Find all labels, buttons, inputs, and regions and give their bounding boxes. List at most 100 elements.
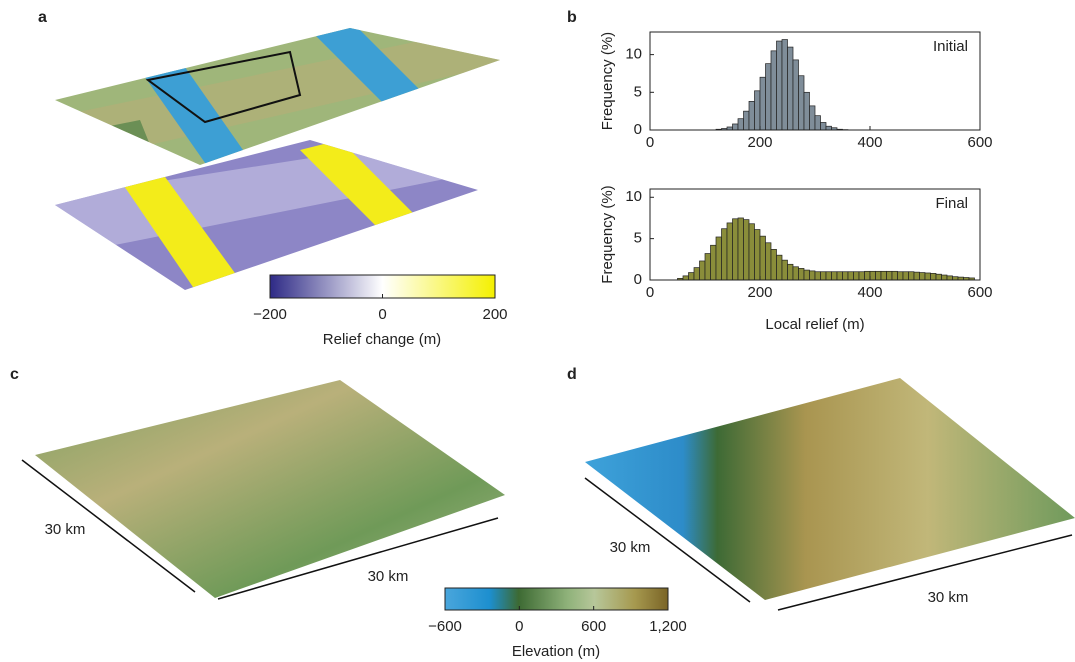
bar	[682, 275, 689, 281]
x-tick-label: 400	[857, 284, 882, 301]
bar	[765, 242, 772, 281]
bar	[754, 90, 761, 131]
terrain-d	[585, 378, 1075, 600]
bar	[699, 260, 706, 281]
y-axis-label: Frequency (%)	[599, 32, 616, 130]
bar	[765, 63, 772, 131]
colorbar-tick-label: 0	[515, 618, 523, 635]
x-tick-label: 400	[857, 134, 882, 151]
y-tick-label: 10	[625, 188, 642, 205]
bar	[743, 219, 750, 281]
bar	[792, 59, 799, 131]
bar	[946, 275, 953, 281]
y-tick-label: 10	[625, 46, 642, 63]
bar	[748, 101, 755, 131]
y-tick-label: 0	[634, 271, 642, 288]
bar	[908, 271, 915, 281]
scale-label: 30 km	[368, 568, 409, 585]
scale-label: 30 km	[610, 539, 651, 556]
colorbar-label: Relief change (m)	[323, 331, 441, 348]
bar	[864, 270, 871, 281]
bar	[792, 266, 799, 281]
colorbar-label: Elevation (m)	[512, 643, 600, 660]
bar	[825, 271, 832, 281]
selection-box	[145, 50, 302, 124]
colorbar-tick-label: −200	[253, 306, 287, 323]
bar	[853, 271, 860, 281]
bar	[924, 272, 931, 281]
annotation: Final	[935, 195, 968, 212]
bar	[754, 229, 761, 281]
x-tick-label: 0	[646, 134, 654, 151]
bar	[704, 253, 711, 281]
bar	[902, 271, 909, 281]
bar	[836, 271, 843, 281]
bar	[759, 76, 766, 131]
bar	[710, 244, 717, 281]
x-axis-label: Local relief (m)	[765, 316, 864, 333]
bar	[798, 75, 805, 131]
bar	[715, 236, 722, 281]
bar	[941, 274, 948, 281]
x-tick-label: 200	[747, 284, 772, 301]
bar	[759, 235, 766, 281]
panel-label: c	[10, 366, 19, 383]
scale-label: 30 km	[928, 589, 969, 606]
bar	[770, 249, 777, 281]
colorbar-tick-label: 200	[482, 306, 507, 323]
scale-label: 30 km	[45, 521, 86, 538]
colorbar-tick-label: 1,200	[649, 618, 687, 635]
bar	[886, 270, 893, 281]
bar	[688, 272, 695, 281]
y-tick-label: 5	[634, 230, 642, 247]
scale-arrows	[21, 459, 1073, 611]
axes-frame	[649, 188, 981, 281]
annotation: Initial	[933, 38, 968, 55]
bar	[726, 222, 733, 281]
bar	[803, 269, 810, 281]
colorbar-tick-label: −600	[428, 618, 462, 635]
bar	[869, 270, 876, 281]
bar	[814, 271, 821, 281]
bar	[820, 122, 827, 131]
y-tick-label: 0	[634, 121, 642, 138]
x-tick-label: 200	[747, 134, 772, 151]
bar	[787, 46, 794, 131]
bar	[875, 270, 882, 281]
bar	[842, 271, 849, 281]
bar	[787, 263, 794, 281]
bar	[776, 40, 783, 131]
bar	[880, 270, 887, 281]
bar	[935, 273, 942, 281]
bar	[803, 91, 810, 131]
bar	[891, 270, 898, 281]
y-tick-label: 5	[634, 83, 642, 100]
colorbar-tick-label: 0	[378, 306, 386, 323]
bar	[809, 105, 816, 131]
bar	[721, 228, 728, 281]
bar	[820, 271, 827, 281]
relief-colorbar: Relief change (m)	[269, 274, 496, 348]
bar	[732, 123, 739, 131]
bar	[776, 254, 783, 281]
bar	[825, 125, 832, 131]
bar	[847, 271, 854, 281]
bar	[930, 273, 937, 281]
panel-label: b	[567, 9, 577, 26]
bar	[814, 115, 821, 131]
bar	[743, 110, 750, 131]
bar	[919, 272, 926, 281]
elevation-colorbar: Elevation (m)	[444, 587, 669, 660]
bar	[737, 118, 744, 131]
bar	[732, 218, 739, 281]
bar	[737, 217, 744, 281]
axes-frame	[649, 31, 981, 131]
colorbar	[444, 587, 669, 611]
bar	[748, 223, 755, 281]
x-tick-label: 600	[967, 134, 992, 151]
x-tick-label: 600	[967, 284, 992, 301]
x-tick-label: 0	[646, 284, 654, 301]
terrain-c	[35, 380, 505, 598]
bar	[858, 271, 865, 281]
